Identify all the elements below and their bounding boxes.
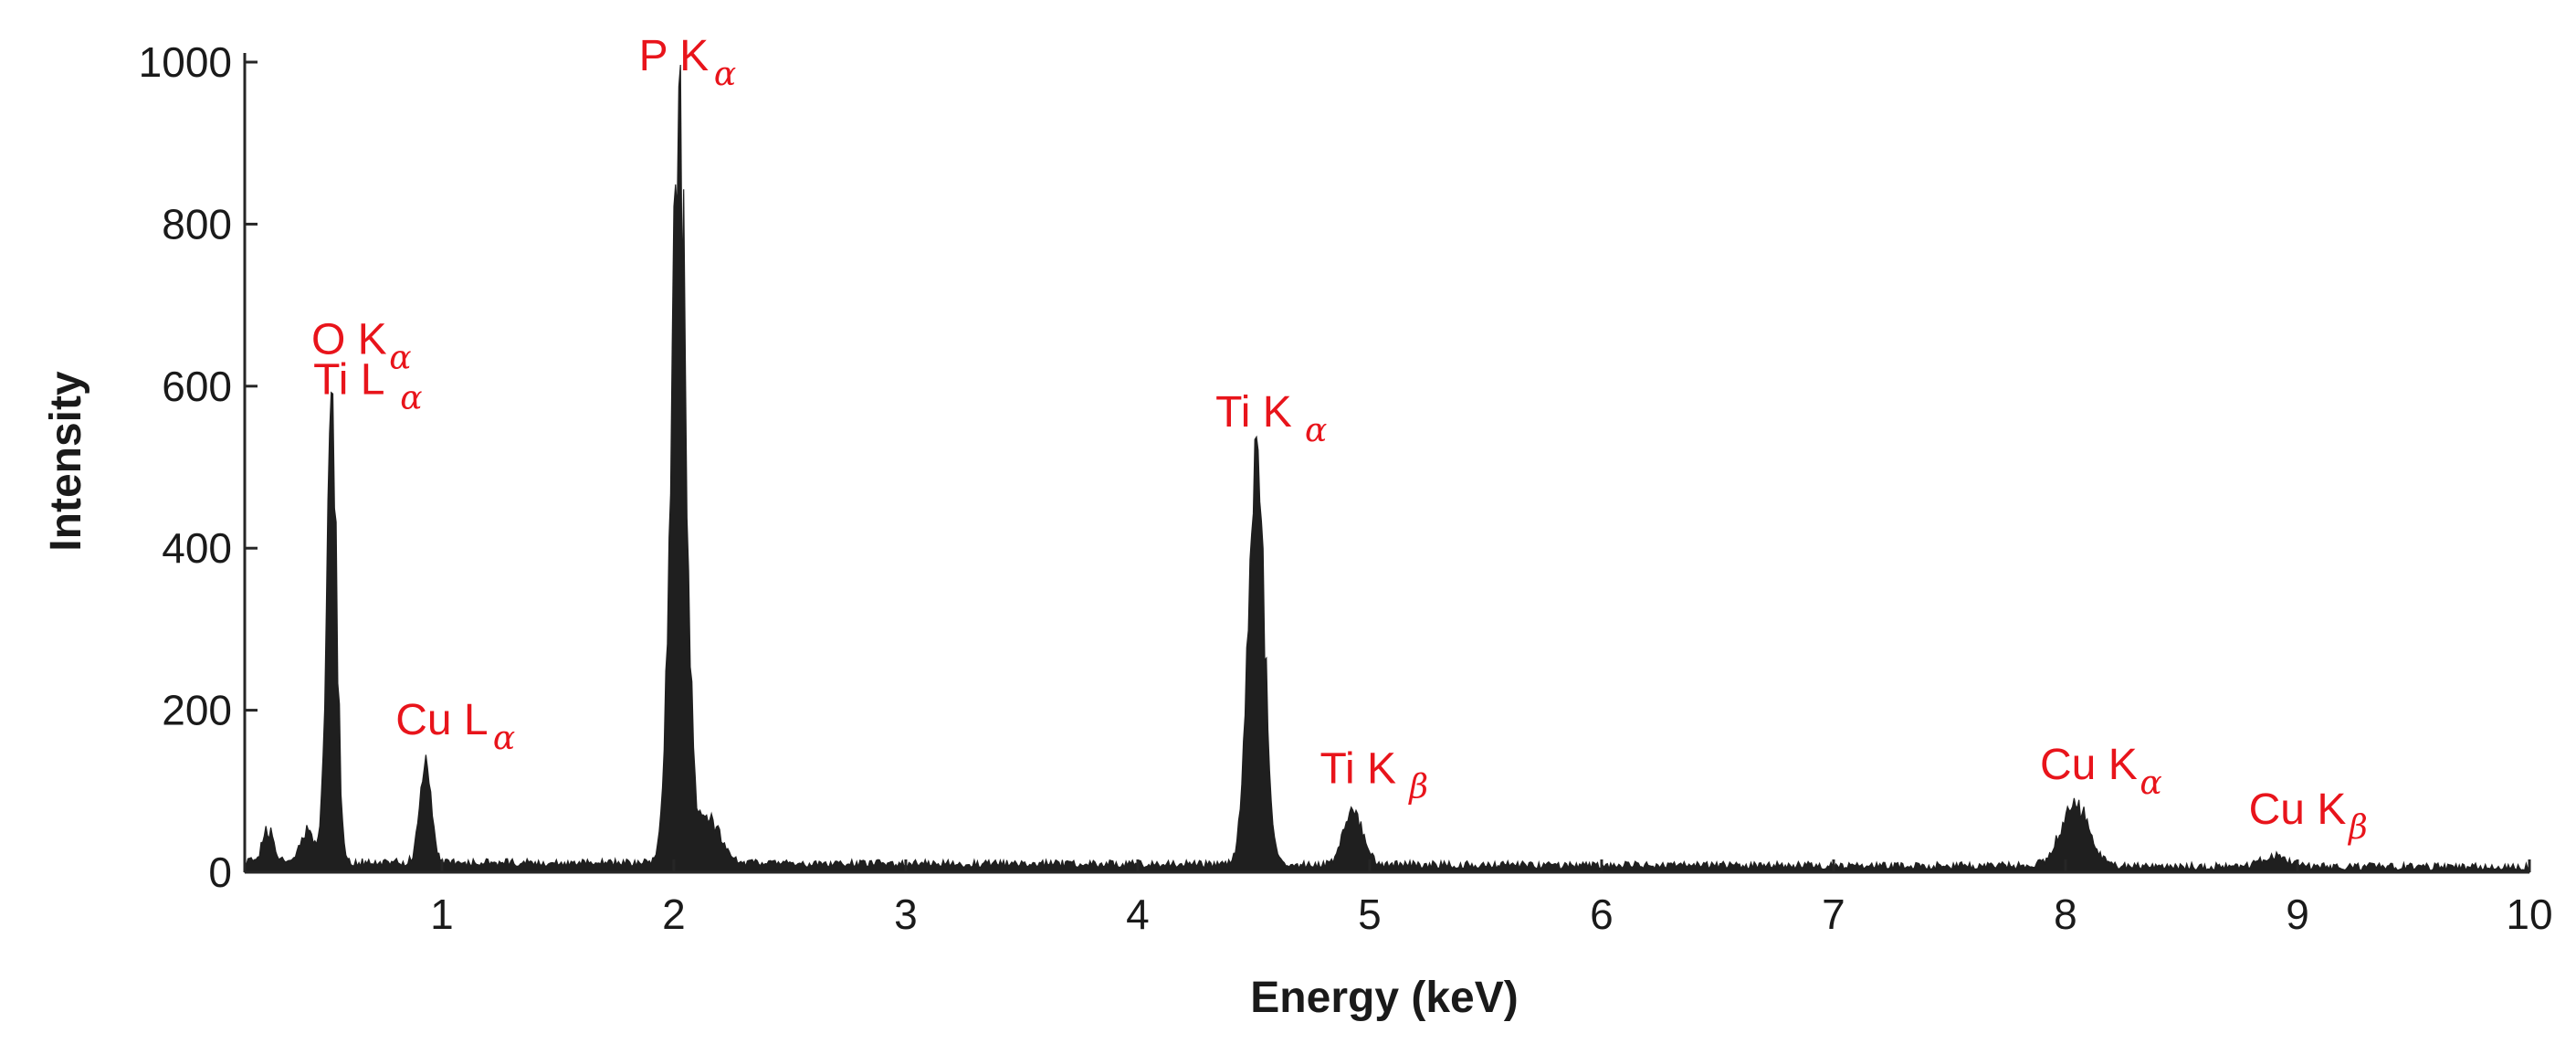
x-tick-label: 1: [430, 891, 454, 938]
x-tick-label: 7: [1822, 891, 1845, 938]
y-tick-label: 400: [162, 524, 232, 572]
y-tick-label: 1000: [139, 38, 232, 86]
y-tick-label: 600: [162, 363, 232, 410]
x-tick-label: 6: [1590, 891, 1614, 938]
peak-label-main: P K: [639, 32, 710, 80]
axes: 0 200 400 600 800 1000 1 2 3 4 5 6 7 8 9 10: [139, 38, 2553, 938]
peak-label-subscript: β: [2347, 809, 2368, 847]
peak-label-main: Cu K: [2040, 741, 2138, 789]
y-axis-title: Intensity: [42, 371, 90, 552]
peak-label-subscript: α: [493, 720, 515, 757]
x-tick-label: 4: [1126, 891, 1150, 938]
peak-label-main: Ti K: [1320, 744, 1396, 793]
peak-label-main: Cu L: [395, 696, 488, 744]
spectrum-area: [244, 64, 2530, 873]
peak-label-subscript: α: [714, 56, 736, 93]
ti-l-alpha-label: Ti L α: [313, 356, 422, 417]
peak-label-main: Ti L: [313, 356, 384, 405]
peak-label-main: Cu K: [2249, 785, 2347, 834]
peak-label-subscript: β: [1407, 768, 1428, 806]
spectrum-series: [244, 64, 2530, 873]
x-tick-label: 5: [1358, 891, 1382, 938]
y-tick-label: 800: [162, 200, 232, 248]
peak-label-subscript: α: [400, 380, 422, 417]
peak-label-subscript: α: [1305, 412, 1327, 449]
peak-label-subscript: α: [389, 339, 411, 376]
ti-k-beta-label: Ti K β: [1320, 744, 1428, 806]
x-tick-label: 8: [2054, 891, 2077, 938]
x-tick-label: 10: [2506, 891, 2552, 938]
y-tick-label: 0: [208, 848, 232, 896]
y-tick-label: 200: [162, 687, 232, 734]
ti-k-alpha-label: Ti K α: [1215, 388, 1327, 449]
x-axis-title: Energy (keV): [1250, 974, 1518, 1022]
x-tick-label: 9: [2286, 891, 2309, 938]
peak-label-main: Ti K: [1215, 388, 1292, 437]
x-tick-label: 2: [662, 891, 686, 938]
peak-label-main: O K: [311, 315, 387, 364]
peak-label-subscript: α: [2140, 764, 2161, 802]
x-tick-label: 3: [894, 891, 918, 938]
